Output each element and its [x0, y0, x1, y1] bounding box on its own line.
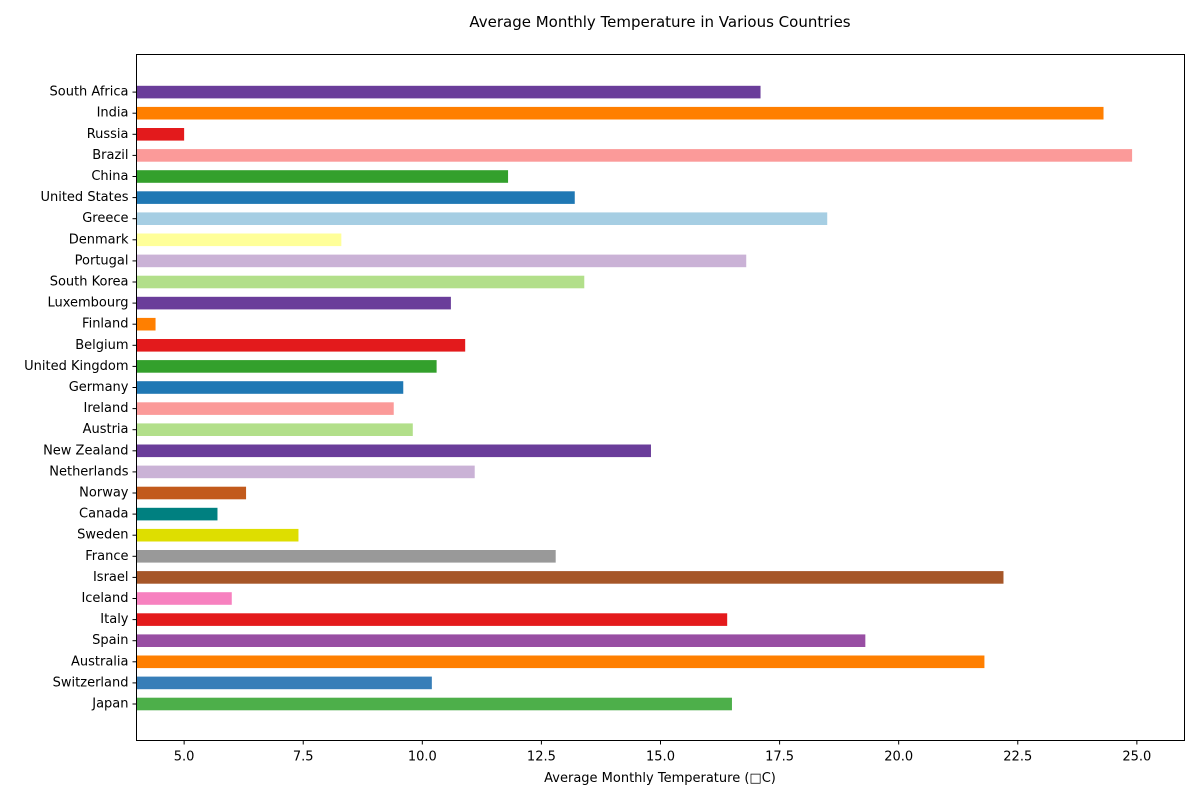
x-tick-label: 12.5: [527, 750, 556, 765]
y-axis-ticks: Japan Switzerland Australia Spain Italy Icela…: [24, 85, 137, 712]
bar-ireland: [136, 402, 394, 415]
chart-title: Average Monthly Temperature in Various C…: [469, 13, 850, 31]
bar-south-africa: [136, 85, 761, 99]
bar-iceland: [136, 592, 232, 605]
bar-austria: [136, 423, 413, 436]
bar-luxembourg: [136, 296, 451, 310]
bar-greece: [136, 212, 828, 225]
y-tick-label: Israel: [93, 570, 129, 585]
bar-italy: [136, 613, 728, 626]
bar-israel: [136, 571, 1004, 584]
y-tick-label: Sweden: [77, 528, 128, 543]
y-tick-label: Norway: [79, 486, 129, 501]
x-axis-label: Average Monthly Temperature (□C): [544, 771, 776, 786]
y-tick-label: Germany: [69, 380, 129, 395]
y-tick-label: Denmark: [69, 232, 129, 247]
bar-brazil: [136, 149, 1133, 162]
x-tick-label: 25.0: [1122, 750, 1151, 765]
y-tick-label: Iceland: [81, 591, 128, 606]
y-tick-label: Japan: [91, 697, 128, 712]
x-tick-label: 15.0: [646, 750, 675, 765]
x-axis-ticks: 5.0 7.5 10.0 12.5 15.0 17.5 20.0 22.5 25.0: [174, 740, 1151, 765]
y-tick-label: Australia: [71, 654, 129, 669]
y-tick-label: South Africa: [50, 85, 129, 100]
bar-denmark: [136, 233, 342, 247]
y-tick-label: Belgium: [75, 338, 128, 353]
bar-belgium: [136, 339, 466, 352]
bar-japan: [136, 697, 732, 711]
x-tick-label: 5.0: [174, 750, 195, 765]
bar-sweden: [136, 528, 299, 542]
bars-group: [136, 85, 1133, 711]
bar-france: [136, 550, 556, 563]
bar-united-kingdom: [136, 360, 437, 373]
y-tick-label: Italy: [100, 612, 129, 627]
plot-frame: [136, 54, 1185, 741]
x-tick-label: 10.0: [408, 750, 437, 765]
y-tick-label: Brazil: [92, 148, 128, 163]
y-tick-label: United Kingdom: [24, 359, 128, 374]
x-tick-label: 22.5: [1003, 750, 1032, 765]
bar-norway: [136, 486, 247, 500]
bar-united-states: [136, 191, 575, 204]
bar-netherlands: [136, 465, 475, 479]
bar-south-korea: [136, 275, 585, 289]
y-tick-label: Ireland: [84, 401, 129, 416]
y-tick-label: Russia: [87, 127, 129, 142]
y-tick-label: France: [85, 549, 128, 564]
y-tick-label: Finland: [82, 317, 128, 332]
x-tick-label: 20.0: [884, 750, 913, 765]
bar-china: [136, 170, 509, 183]
y-tick-label: Spain: [92, 633, 128, 648]
y-tick-label: China: [91, 169, 128, 184]
y-tick-label: New Zealand: [43, 443, 128, 458]
y-tick-label: South Korea: [50, 275, 129, 290]
y-tick-label: Luxembourg: [47, 296, 128, 311]
bar-germany: [136, 381, 404, 394]
bar-switzerland: [136, 676, 432, 690]
bar-finland: [136, 317, 156, 331]
bar-india: [136, 106, 1104, 120]
bar-russia: [136, 128, 185, 141]
x-tick-label: 7.5: [293, 750, 314, 765]
y-tick-label: Netherlands: [49, 464, 128, 479]
y-tick-label: Switzerland: [53, 675, 129, 690]
y-tick-label: United States: [40, 190, 128, 205]
bar-australia: [136, 655, 985, 669]
bar-new-zealand: [136, 444, 651, 458]
y-tick-label: Portugal: [75, 253, 129, 268]
y-tick-label: Austria: [83, 422, 129, 437]
x-tick-label: 17.5: [765, 750, 794, 765]
bar-portugal: [136, 254, 747, 268]
bar-spain: [136, 634, 866, 647]
bar-canada: [136, 507, 218, 521]
y-tick-label: India: [97, 106, 129, 121]
y-tick-label: Greece: [82, 211, 128, 226]
y-tick-label: Canada: [79, 507, 128, 522]
